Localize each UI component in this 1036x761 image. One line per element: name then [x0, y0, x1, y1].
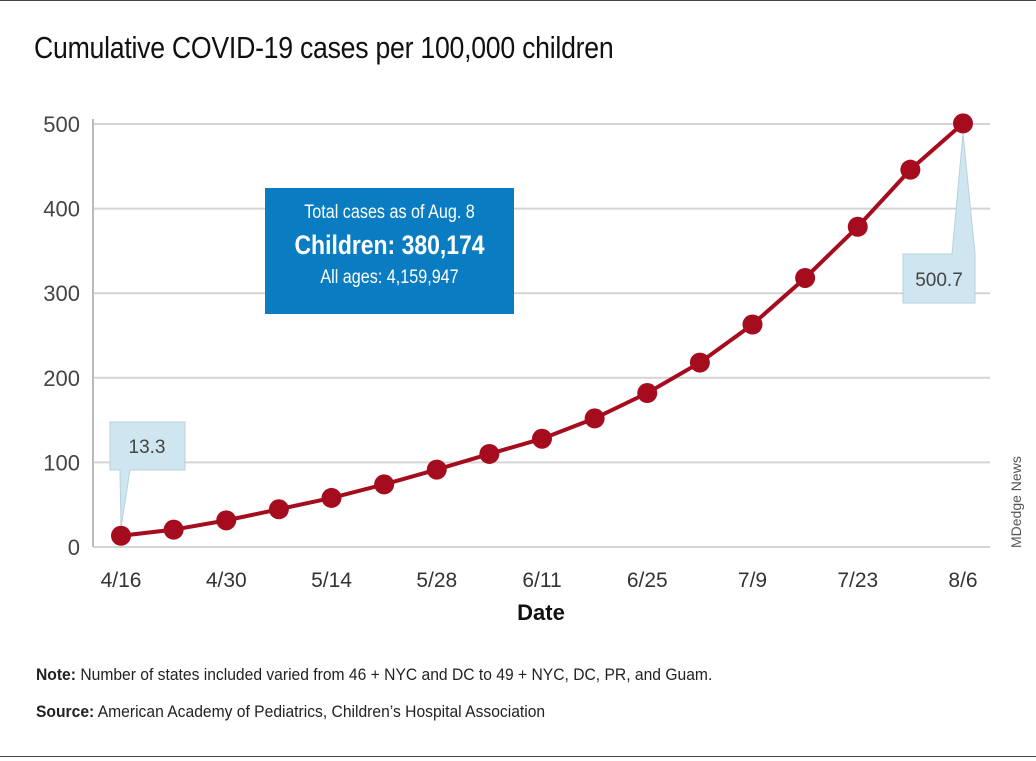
data-point: [847, 216, 868, 237]
note-text: Number of states included varied from 46…: [75, 665, 713, 684]
data-point: [637, 383, 658, 404]
info-box-children: Children: 380,174: [294, 230, 485, 260]
callout-start: [109, 421, 186, 528]
series-line: [120, 121, 965, 538]
watermark: MDedge News: [1008, 456, 1024, 548]
info-box-heading: Total cases as of Aug. 8: [304, 202, 475, 223]
source-label: Source:: [36, 702, 95, 721]
x-tick-label: 4/30: [206, 569, 247, 592]
data-point: [321, 487, 342, 508]
source: Source: American Academy of Pediatrics, …: [36, 702, 545, 722]
data-point: [532, 428, 552, 449]
data-point: [795, 267, 816, 288]
data-point: [111, 525, 131, 546]
data-point: [268, 499, 289, 520]
note-label: Note:: [36, 665, 76, 684]
x-tick-label: 8/6: [948, 569, 977, 592]
data-point: [216, 510, 237, 531]
callout-end-label: 500.7: [915, 270, 963, 291]
y-tick-label: 100: [43, 450, 80, 475]
data-point: [689, 352, 710, 373]
info-box: Total cases as of Aug. 8 Children: 380,1…: [265, 188, 514, 314]
callout-end: [902, 133, 976, 304]
y-tick-label: 0: [68, 535, 80, 560]
top-rule: [0, 0, 1036, 1]
x-tick-label: 7/9: [738, 569, 767, 592]
callout-start-label: 13.3: [129, 437, 166, 458]
x-tick-label: 5/14: [311, 569, 352, 592]
x-axis-label: Date: [517, 600, 565, 625]
data-point: [163, 519, 184, 540]
data-point: [479, 443, 500, 464]
note: Note: Number of states included varied f…: [36, 665, 712, 685]
bottom-rule: [0, 756, 1036, 757]
source-text: American Academy of Pediatrics, Children…: [94, 702, 546, 721]
data-point: [900, 159, 921, 180]
chart-title: Cumulative COVID-19 cases per 100,000 ch…: [34, 30, 614, 65]
data-point: [374, 474, 395, 495]
data-point: [584, 408, 605, 429]
x-tick-label: 4/16: [101, 569, 142, 592]
y-tick-label: 500: [43, 112, 80, 137]
data-point: [426, 459, 447, 480]
x-tick-label: 6/11: [522, 569, 561, 592]
info-box-all-ages: All ages: 4,159,947: [320, 267, 459, 288]
y-tick-label: 300: [43, 281, 80, 306]
x-tick-label: 7/23: [837, 569, 878, 592]
data-point: [953, 113, 973, 134]
data-point: [742, 314, 763, 335]
y-tick-label: 400: [43, 197, 80, 222]
x-tick-label: 5/28: [416, 569, 457, 592]
y-tick-label: 200: [43, 366, 80, 391]
x-tick-label: 6/25: [627, 569, 668, 592]
